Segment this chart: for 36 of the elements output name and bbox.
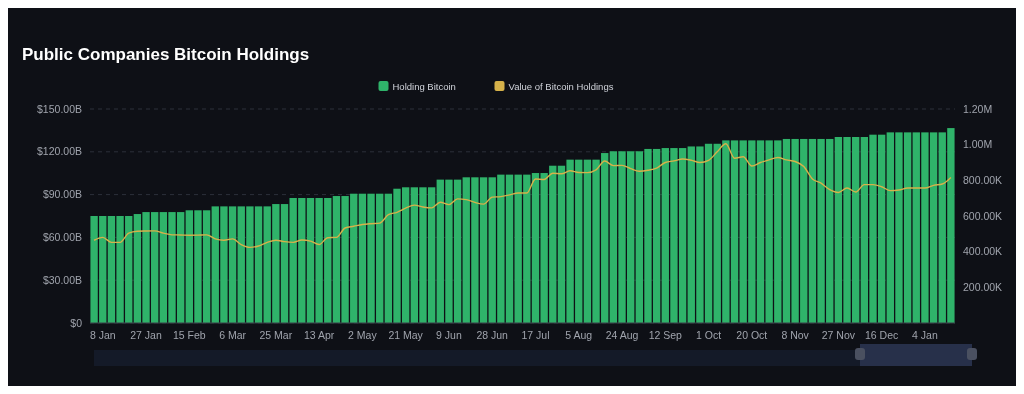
y-tick-label: $150.00B bbox=[37, 102, 82, 115]
x-tick-label: 15 Feb bbox=[172, 329, 206, 341]
y2-tick-label: 600.00K bbox=[963, 209, 1003, 222]
y2-tick-label: 400.00K bbox=[963, 245, 1003, 258]
y-tick-label: $120.00B bbox=[37, 145, 82, 158]
legend-label: Value of Bitcoin Holdings bbox=[508, 81, 614, 92]
y-tick-label: $60.00B bbox=[42, 231, 82, 244]
legend-label: Holding Bitcoin bbox=[392, 81, 456, 92]
x-tick-label: 27 Jan bbox=[130, 329, 162, 341]
x-tick-label: 1 Oct bbox=[696, 329, 722, 341]
y2-tick-label: 800.00K bbox=[963, 174, 1003, 187]
x-tick-label: 2 May bbox=[348, 329, 378, 341]
x-tick-label: 13 Apr bbox=[303, 329, 335, 341]
y-tick-label: $30.00B bbox=[42, 273, 82, 286]
x-tick-label: 5 Aug bbox=[565, 329, 593, 341]
x-tick-label: 4 Jan bbox=[912, 329, 938, 341]
x-tick-label: 21 May bbox=[388, 329, 424, 341]
y-tick-label: $90.00B bbox=[42, 188, 82, 201]
y2-tick-label: 1.20M bbox=[963, 102, 993, 115]
x-tick-label: 9 Jun bbox=[436, 329, 462, 341]
x-tick-label: 24 Aug bbox=[605, 329, 639, 341]
x-tick-label: 12 Sep bbox=[648, 329, 683, 341]
x-tick-label: 8 Nov bbox=[781, 329, 810, 341]
x-tick-label: 8 Jan bbox=[89, 329, 116, 341]
x-tick-label: 27 Nov bbox=[821, 329, 856, 341]
x-tick-label: 20 Oct bbox=[736, 329, 768, 341]
x-tick-label: 6 Mar bbox=[219, 329, 247, 341]
x-tick-label: 28 Jun bbox=[476, 329, 509, 341]
y2-tick-label: 1.00M bbox=[963, 138, 993, 151]
chart-title: Public Companies Bitcoin Holdings bbox=[22, 45, 310, 64]
x-tick-label: 17 Jul bbox=[521, 329, 550, 341]
y2-tick-label: 200.00K bbox=[963, 281, 1003, 294]
x-tick-label: 25 Mar bbox=[259, 329, 293, 341]
x-tick-label: 16 Dec bbox=[865, 329, 899, 341]
y-tick-label: $0 bbox=[70, 316, 83, 329]
line-series bbox=[93, 143, 952, 249]
